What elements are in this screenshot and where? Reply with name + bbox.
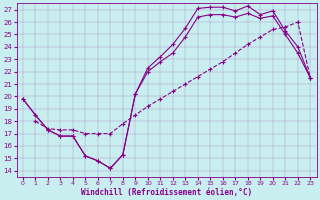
X-axis label: Windchill (Refroidissement éolien,°C): Windchill (Refroidissement éolien,°C): [81, 188, 252, 197]
